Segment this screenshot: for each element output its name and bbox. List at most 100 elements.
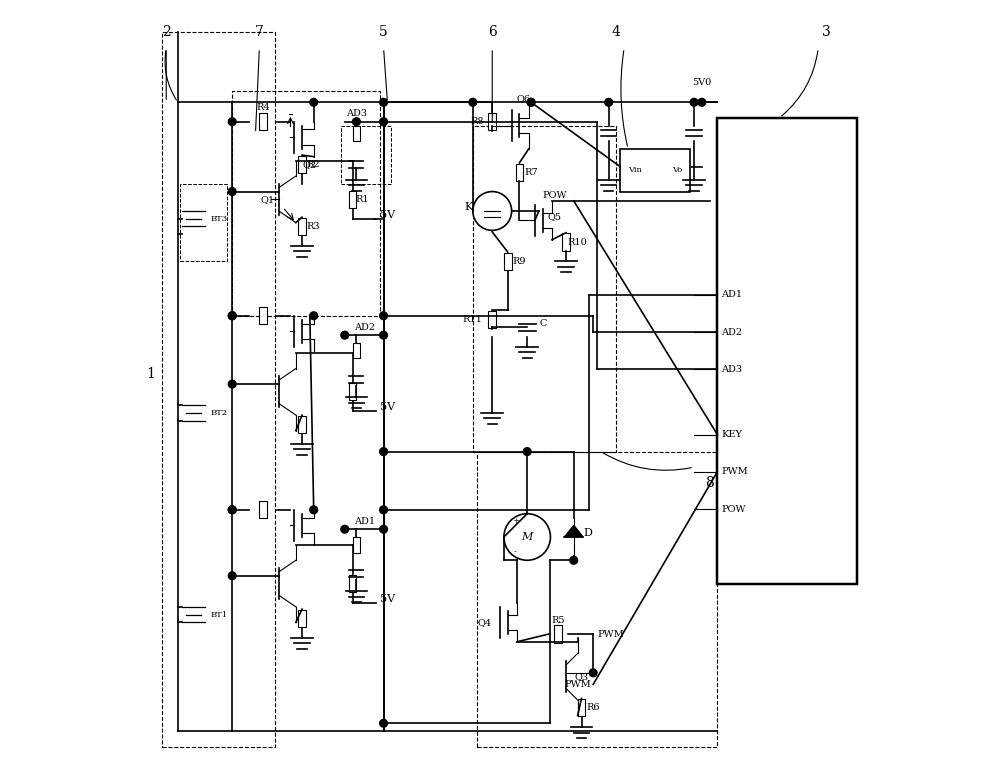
Circle shape (380, 98, 387, 106)
Circle shape (228, 118, 236, 125)
Text: Q4: Q4 (477, 618, 492, 627)
Text: BT3: BT3 (210, 215, 228, 223)
Text: D: D (583, 528, 592, 538)
Text: R8: R8 (470, 117, 483, 126)
Text: 4: 4 (612, 26, 621, 40)
Bar (180, 184, 227, 262)
Circle shape (228, 312, 236, 319)
Bar (298, 218, 306, 235)
Bar (504, 253, 512, 270)
Circle shape (341, 525, 349, 533)
Bar (162, 33, 275, 746)
Text: R11: R11 (463, 315, 483, 324)
Bar (349, 383, 356, 400)
Text: Vo: Vo (672, 166, 682, 174)
Text: R10: R10 (568, 238, 587, 246)
Circle shape (380, 448, 387, 456)
Circle shape (527, 98, 535, 106)
Bar (578, 700, 585, 716)
Bar (353, 125, 360, 141)
Text: R4: R4 (256, 104, 270, 112)
Text: K: K (465, 202, 473, 212)
Circle shape (690, 98, 698, 106)
Bar (349, 191, 356, 208)
Text: AD1: AD1 (721, 291, 742, 299)
Bar (488, 311, 496, 328)
Text: Q5: Q5 (547, 212, 561, 221)
Text: POW: POW (542, 191, 567, 200)
Text: Q3: Q3 (574, 672, 589, 681)
Text: PWM: PWM (721, 467, 748, 476)
Circle shape (473, 192, 512, 231)
Text: 7: 7 (255, 26, 264, 40)
Text: R2: R2 (307, 160, 321, 169)
Circle shape (504, 513, 550, 560)
Text: 8: 8 (705, 476, 714, 490)
Text: C: C (539, 319, 546, 328)
Text: PWM: PWM (564, 680, 591, 689)
Circle shape (380, 118, 387, 125)
Bar (477, 452, 717, 746)
Bar (562, 234, 570, 251)
Text: R3: R3 (307, 222, 321, 231)
Bar (232, 90, 380, 315)
Circle shape (228, 380, 236, 388)
Circle shape (380, 506, 387, 513)
Circle shape (698, 98, 706, 106)
Bar (298, 610, 306, 627)
Bar (349, 575, 356, 592)
Circle shape (570, 556, 578, 564)
Text: PWM: PWM (597, 629, 624, 639)
Circle shape (228, 572, 236, 580)
Text: +: + (512, 517, 519, 526)
Text: Vin: Vin (628, 166, 642, 174)
Text: KEY: KEY (721, 430, 742, 439)
Text: 1: 1 (146, 367, 155, 381)
Text: R1: R1 (356, 195, 369, 204)
Text: Q1: Q1 (260, 195, 274, 204)
Circle shape (605, 98, 613, 106)
Bar (717, 118, 857, 583)
Bar (473, 125, 616, 452)
Circle shape (527, 98, 535, 106)
Bar (259, 307, 267, 324)
Circle shape (380, 312, 387, 319)
Text: 5V: 5V (380, 594, 395, 604)
Bar (259, 113, 267, 130)
Circle shape (353, 118, 360, 125)
Circle shape (380, 525, 387, 533)
Bar (353, 537, 360, 552)
Polygon shape (564, 525, 583, 537)
Circle shape (310, 506, 318, 513)
Circle shape (228, 312, 236, 319)
Bar (516, 164, 523, 181)
Text: 5: 5 (379, 26, 388, 40)
Circle shape (310, 312, 318, 319)
Bar (259, 501, 267, 518)
Text: R9: R9 (513, 257, 526, 266)
Circle shape (589, 669, 597, 677)
Circle shape (469, 98, 477, 106)
Text: AD3: AD3 (721, 365, 742, 374)
Bar (488, 113, 496, 130)
Bar (298, 156, 306, 173)
Circle shape (380, 331, 387, 339)
Circle shape (523, 448, 531, 456)
Text: R5: R5 (551, 615, 565, 625)
Text: BT2: BT2 (210, 409, 227, 417)
Text: 5V0: 5V0 (692, 79, 711, 87)
Bar (620, 149, 690, 192)
Circle shape (228, 506, 236, 513)
Text: Q2: Q2 (303, 160, 317, 169)
Circle shape (341, 331, 349, 339)
Text: 2: 2 (162, 26, 171, 40)
Bar (341, 125, 391, 184)
Text: POW: POW (721, 505, 746, 513)
Circle shape (228, 506, 236, 513)
Text: AD1: AD1 (354, 517, 375, 526)
Circle shape (380, 719, 387, 727)
Text: 5V: 5V (380, 210, 395, 220)
Text: 6: 6 (488, 26, 497, 40)
Bar (298, 416, 306, 433)
Circle shape (228, 188, 236, 196)
